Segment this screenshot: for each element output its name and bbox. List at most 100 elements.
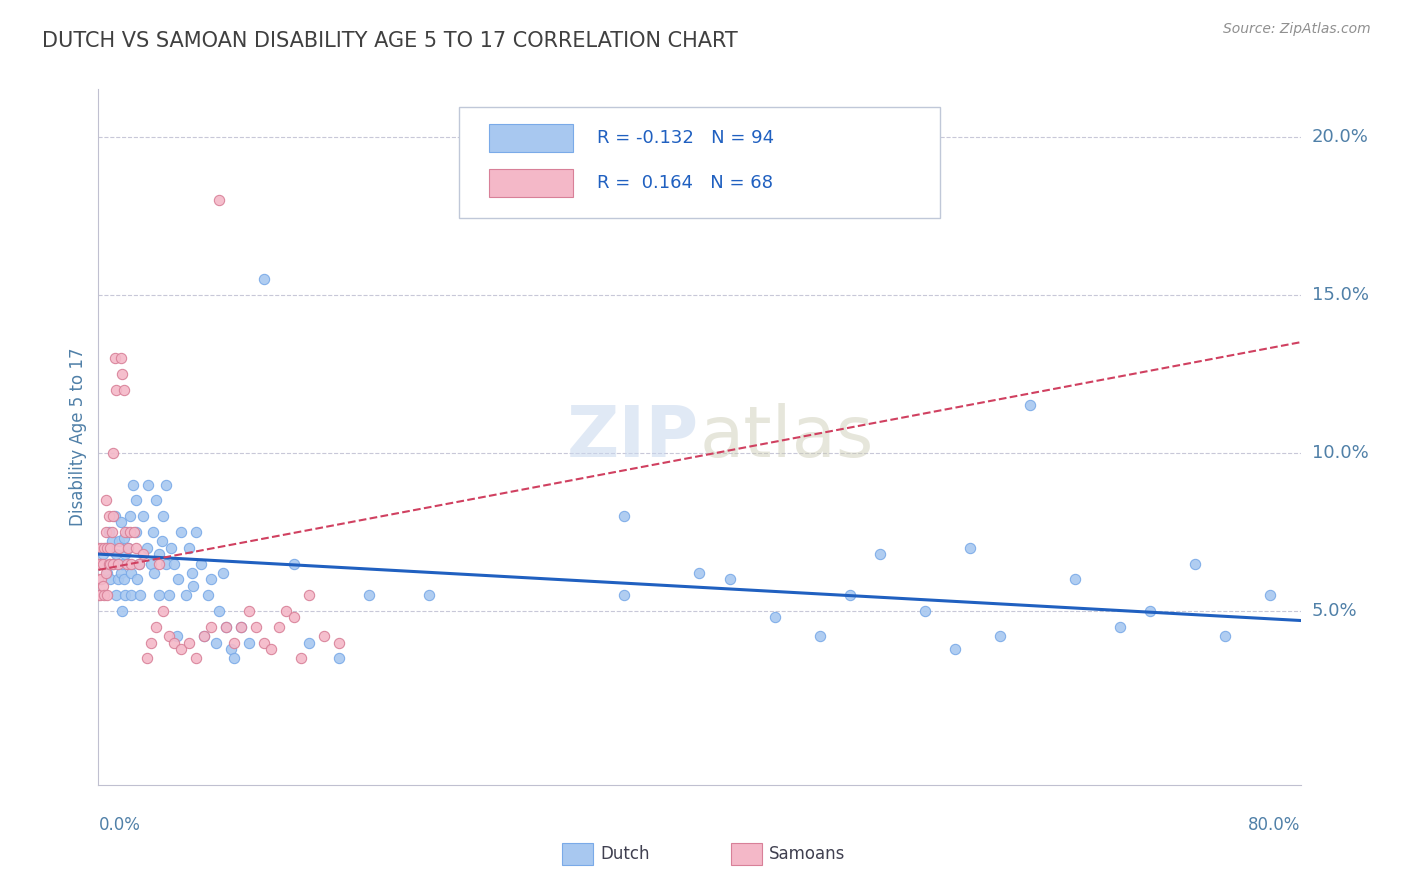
Point — [181, 579, 204, 593]
Point — [283, 610, 305, 624]
Point — [143, 566, 166, 580]
Point — [129, 588, 152, 602]
Point — [107, 573, 129, 587]
Point — [125, 541, 148, 555]
Point — [200, 573, 222, 587]
Point — [128, 557, 150, 571]
Point — [105, 588, 128, 602]
Point — [231, 620, 253, 634]
Point — [121, 557, 143, 571]
Point — [104, 351, 127, 365]
FancyBboxPatch shape — [458, 106, 939, 218]
Point — [112, 383, 135, 397]
Point — [114, 547, 136, 561]
Point — [104, 509, 127, 524]
Point — [96, 588, 118, 602]
Point — [283, 557, 305, 571]
Point — [94, 541, 117, 555]
Point — [136, 477, 159, 491]
Point — [111, 367, 134, 381]
Point — [105, 547, 128, 561]
Point — [150, 534, 173, 549]
Point — [122, 477, 145, 491]
Text: 10.0%: 10.0% — [1312, 444, 1368, 462]
Point — [328, 651, 350, 665]
Point — [162, 557, 184, 571]
Point — [838, 588, 860, 602]
Point — [184, 651, 207, 665]
Point — [93, 588, 115, 602]
Text: 5.0%: 5.0% — [1312, 602, 1357, 620]
Point — [170, 524, 193, 539]
Text: R = -0.132   N = 94: R = -0.132 N = 94 — [598, 129, 775, 147]
Point — [869, 547, 891, 561]
Point — [174, 588, 197, 602]
Point — [103, 509, 125, 524]
Point — [1139, 604, 1161, 618]
Point — [1260, 588, 1282, 602]
Point — [328, 635, 350, 649]
Point — [253, 272, 276, 286]
Point — [276, 604, 298, 618]
Text: 20.0%: 20.0% — [1312, 128, 1368, 145]
Point — [177, 635, 200, 649]
Point — [167, 573, 190, 587]
Text: Source: ZipAtlas.com: Source: ZipAtlas.com — [1223, 22, 1371, 37]
Point — [132, 509, 155, 524]
Point — [208, 604, 231, 618]
Point — [115, 524, 138, 539]
Point — [94, 566, 117, 580]
Point — [1215, 629, 1237, 643]
Point — [204, 635, 226, 649]
Point — [298, 635, 321, 649]
Point — [152, 604, 174, 618]
Point — [108, 541, 131, 555]
Point — [117, 541, 139, 555]
Point — [91, 579, 114, 593]
Point — [180, 566, 202, 580]
Point — [808, 629, 831, 643]
Point — [103, 446, 125, 460]
Point — [97, 509, 120, 524]
Point — [145, 620, 167, 634]
Point — [215, 620, 238, 634]
Point — [718, 573, 741, 587]
Point — [135, 541, 157, 555]
Point — [107, 557, 129, 571]
Point — [132, 547, 155, 561]
Point — [121, 588, 143, 602]
Point — [212, 566, 235, 580]
Point — [103, 557, 125, 571]
Point — [118, 509, 141, 524]
Point — [112, 531, 135, 545]
Point — [159, 541, 181, 555]
Point — [157, 588, 180, 602]
Point — [148, 547, 170, 561]
Point — [91, 557, 114, 571]
Point — [101, 534, 124, 549]
Point — [124, 524, 146, 539]
Point — [145, 493, 167, 508]
Point — [108, 534, 131, 549]
Point — [115, 557, 138, 571]
Point — [1109, 620, 1132, 634]
Point — [215, 620, 238, 634]
Point — [87, 541, 110, 555]
Point — [87, 557, 110, 571]
Point — [222, 635, 245, 649]
Point — [111, 604, 134, 618]
Point — [93, 541, 115, 555]
Point — [222, 651, 245, 665]
Point — [111, 557, 134, 571]
Point — [125, 524, 148, 539]
Point — [110, 351, 132, 365]
Point — [97, 524, 120, 539]
Point — [97, 557, 120, 571]
Point — [90, 573, 112, 587]
Point — [135, 651, 157, 665]
Point — [90, 541, 112, 555]
Point — [357, 588, 380, 602]
Point — [89, 557, 111, 571]
Text: ZIP: ZIP — [567, 402, 699, 472]
Point — [139, 635, 162, 649]
